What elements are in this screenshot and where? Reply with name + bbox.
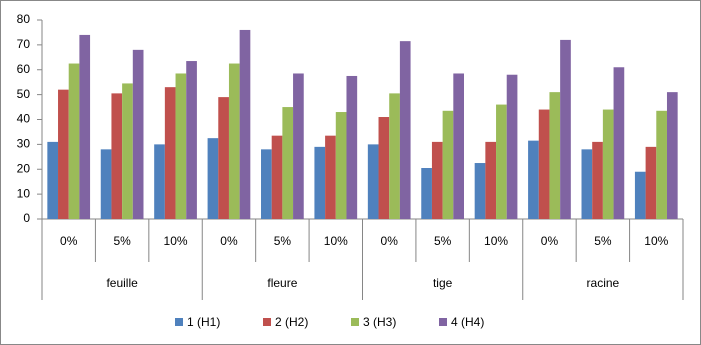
bar [453,73,464,219]
bar [560,39,571,220]
bar [175,73,187,219]
bar [613,67,625,219]
bar [100,149,112,219]
bar [474,163,486,219]
x-tick-label: 5% [113,234,131,248]
x-tick-label: 0% [60,234,78,248]
legend-label: 3 (H3) [363,315,396,329]
bar [186,61,197,220]
bar [261,149,272,219]
y-tick-label: 20 [17,161,31,175]
bar [367,144,379,219]
y-tick-label: 70 [17,37,31,51]
x-tick-label: 0% [381,234,399,248]
bar [399,41,411,219]
x-tick-label: 5% [434,234,452,248]
bar [79,34,91,219]
bar [496,104,507,219]
bar [442,110,454,219]
group-label: racine [587,276,620,290]
group-label: tige [433,276,453,290]
y-tick-label: 50 [17,87,31,101]
bar [239,29,251,220]
x-tick-label: 10% [644,234,668,248]
y-tick-label: 10 [17,186,31,200]
bar [506,74,518,219]
legend-label: 4 (H4) [451,315,484,329]
y-tick-label: 80 [17,12,31,26]
bar [346,75,358,219]
group-label: feuille [106,276,138,290]
bar [634,171,646,219]
group-label: fleure [267,276,297,290]
y-tick-label: 0 [23,211,30,225]
bar [528,140,539,219]
legend-label: 2 (H2) [275,315,308,329]
bar [293,73,304,219]
bar [645,146,657,219]
bar [218,97,229,219]
bar [314,146,326,219]
bar [164,87,176,219]
bar [538,109,550,219]
bar [389,93,400,219]
bar [132,49,144,219]
bar [154,144,165,219]
bar [431,141,443,219]
bar [325,135,336,219]
bar [68,63,80,219]
bar [602,109,614,219]
bar [122,83,133,220]
legend-swatch [439,318,447,326]
y-tick-label: 60 [17,62,31,76]
x-tick-label: 10% [484,234,508,248]
x-tick-label: 10% [324,234,348,248]
x-tick-label: 10% [164,234,188,248]
bar [58,89,69,220]
x-tick-label: 0% [220,234,238,248]
x-tick-label: 0% [541,234,559,248]
bar [207,138,219,219]
y-tick-label: 30 [17,137,31,151]
bar [282,107,294,219]
bar [47,141,59,219]
bar [335,112,347,219]
legend-swatch [175,318,183,326]
bar [549,92,561,219]
bar [666,92,678,219]
y-tick-label: 40 [17,112,31,126]
bar [592,141,603,219]
x-tick-label: 5% [274,234,292,248]
bar [656,110,667,219]
legend-swatch [263,318,271,326]
x-tick-label: 5% [594,234,612,248]
bar [581,149,593,219]
bar [271,135,283,219]
legend-swatch [351,318,359,326]
legend-label: 1 (H1) [187,315,220,329]
bar [228,63,240,219]
bar [111,93,123,219]
bar [421,168,432,219]
bar [378,117,390,219]
bar [485,141,497,219]
